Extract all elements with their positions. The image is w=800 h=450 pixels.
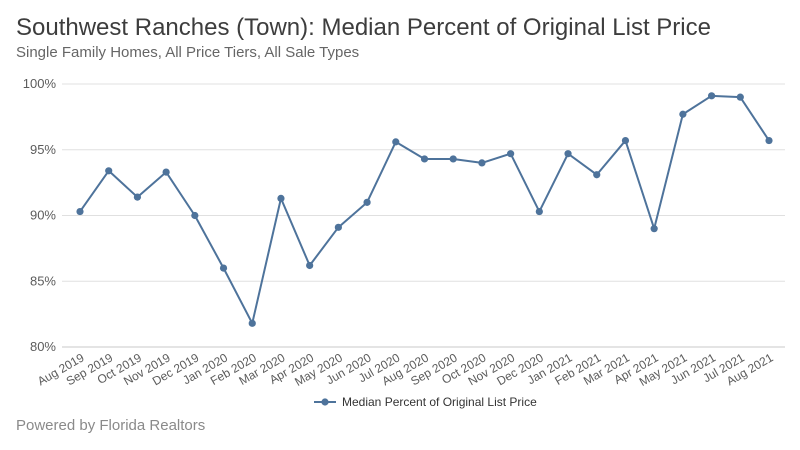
chart-title: Southwest Ranches (Town): Median Percent… [16, 14, 711, 41]
data-point [363, 198, 371, 206]
data-point [306, 261, 314, 270]
y-tick-label: 80% [30, 339, 56, 354]
y-tick-label: 100% [23, 76, 57, 91]
data-point [277, 194, 285, 203]
series-line [79, 94, 770, 325]
data-point [449, 155, 457, 163]
data-point [621, 136, 630, 145]
footer-credit: Powered by Florida Realtors [16, 417, 206, 434]
data-point [420, 155, 429, 163]
data-point [191, 211, 199, 220]
data-point [392, 138, 400, 146]
series-layer [76, 92, 773, 327]
y-tick-label: 95% [30, 142, 56, 157]
y-axis-ticks: 80% 85% 90% 95% 100% [23, 76, 57, 354]
legend-label: Median Percent of Original List Price [342, 395, 537, 409]
data-point [765, 136, 773, 145]
data-point [334, 223, 342, 231]
data-point [707, 92, 716, 100]
data-point [507, 150, 515, 158]
data-point [535, 207, 543, 216]
data-point [219, 264, 228, 272]
y-tick-label: 90% [30, 208, 56, 223]
y-tick-label: 85% [30, 273, 56, 288]
legend[interactable]: Median Percent of Original List Price [314, 395, 537, 409]
data-point [564, 150, 572, 158]
data-point [133, 193, 142, 201]
data-point [593, 171, 601, 179]
data-point [105, 167, 113, 175]
chart-subtitle: Single Family Homes, All Price Tiers, Al… [16, 44, 360, 61]
data-point [736, 93, 744, 101]
data-point [248, 319, 256, 327]
data-point [162, 168, 170, 176]
data-point [478, 159, 486, 167]
data-point [679, 110, 687, 118]
grid-lines [62, 83, 785, 348]
data-point [76, 207, 84, 216]
data-point [650, 225, 658, 233]
legend-point-marker [321, 398, 329, 406]
